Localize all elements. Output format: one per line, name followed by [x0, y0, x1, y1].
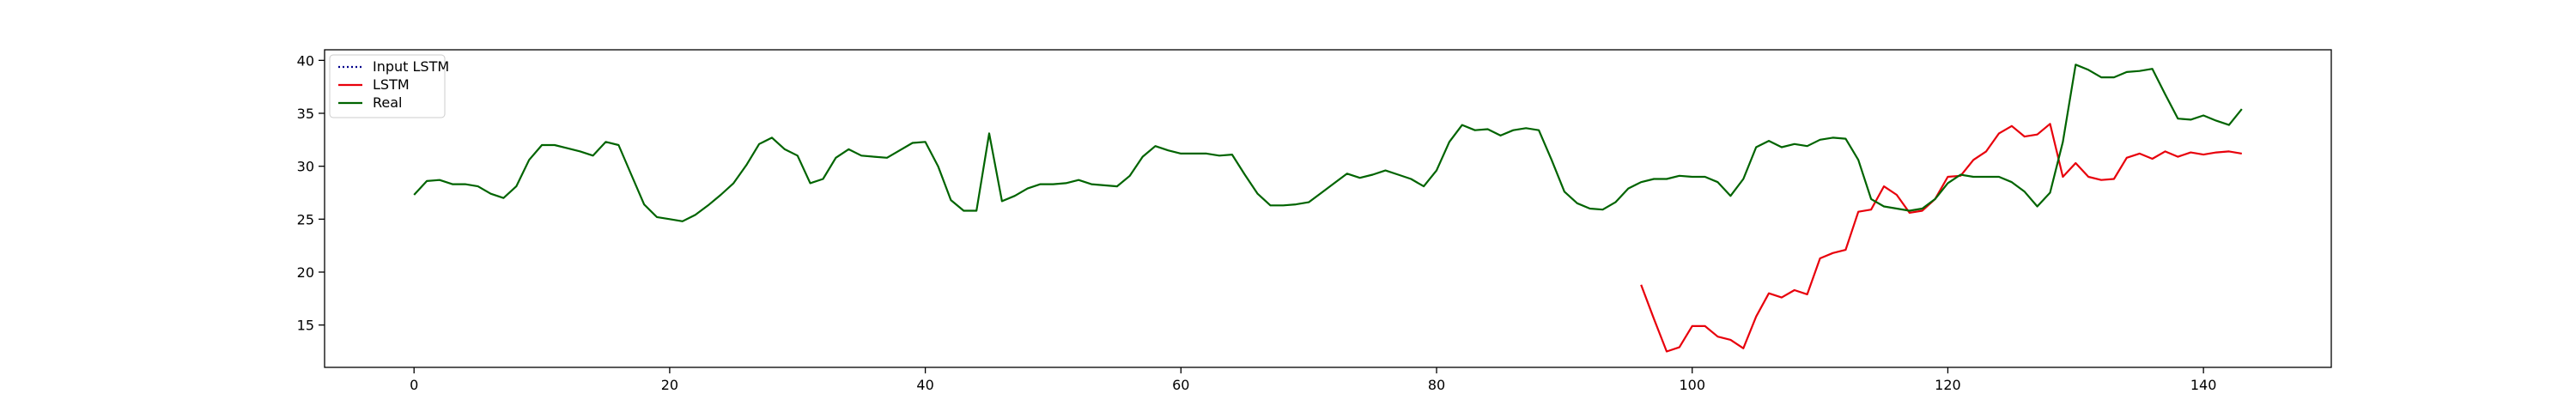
x-tick-label: 20	[661, 377, 678, 393]
x-tick-label: 120	[1935, 377, 1961, 393]
y-tick-label: 35	[297, 106, 314, 122]
x-tick-label: 0	[410, 377, 418, 393]
y-tick-label: 30	[297, 159, 314, 175]
x-tick-label: 60	[1172, 377, 1189, 393]
y-tick-label: 25	[297, 211, 314, 227]
y-tick-label: 20	[297, 264, 314, 281]
series-line-lstm	[1640, 123, 2242, 353]
x-tick-label: 40	[916, 377, 933, 393]
legend-box	[329, 54, 446, 118]
y-tick-label: 15	[297, 318, 314, 334]
series-line-real	[413, 64, 2243, 222]
axes	[324, 49, 2332, 368]
y-tick-label: 40	[297, 52, 314, 69]
plot-lines	[413, 64, 2243, 353]
x-tick-label: 80	[1428, 377, 1445, 393]
plot-frame	[324, 49, 2332, 368]
x-tick-label: 100	[1679, 377, 1705, 393]
legend-label: Real	[373, 94, 403, 111]
ticks: 0 20 40 60 80 100 120 140 15 20 25 30 35 40	[297, 52, 2217, 393]
legend-label: Input LSTM	[373, 58, 449, 75]
legend-label: LSTM	[373, 76, 410, 93]
x-tick-label: 140	[2190, 377, 2217, 393]
